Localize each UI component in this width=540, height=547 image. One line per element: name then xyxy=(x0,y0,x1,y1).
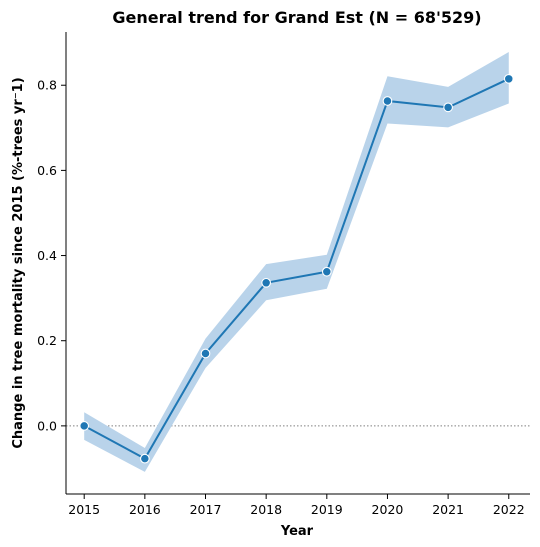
chart-title: General trend for Grand Est (N = 68'529) xyxy=(112,8,481,27)
data-point xyxy=(443,102,453,113)
data-point xyxy=(382,96,393,106)
data-point xyxy=(79,421,90,431)
data-point xyxy=(200,348,211,359)
data-point xyxy=(321,266,332,277)
x-axis-label: Year xyxy=(280,524,314,539)
plot-area: 2015 2016 2017 2018 2019 2020 2021 2022 0.0 0.2 0.… xyxy=(37,32,530,517)
x-tick-label: 2021 xyxy=(432,502,464,517)
confidence-band xyxy=(84,52,509,472)
y-tick-label: 0.2 xyxy=(37,333,57,348)
y-axis-label: Change in tree mortality since 2015 (%-t… xyxy=(11,77,26,448)
data-point xyxy=(139,453,150,464)
y-tick-label: 0.8 xyxy=(37,78,57,93)
x-tick-label: 2019 xyxy=(311,502,343,517)
x-tick-label: 2017 xyxy=(190,502,222,517)
series-line xyxy=(83,77,510,461)
x-tick-label: 2018 xyxy=(250,502,282,517)
x-tick-label: 2022 xyxy=(493,502,525,517)
y-tick-label: 0.4 xyxy=(37,248,57,263)
x-tick-label: 2015 xyxy=(68,502,100,517)
data-point xyxy=(261,277,272,288)
y-tick-label: 0.0 xyxy=(37,418,57,433)
x-tick-label: 2016 xyxy=(129,502,161,517)
data-point xyxy=(503,73,514,84)
x-tick-label: 2020 xyxy=(372,502,404,517)
y-tick-label: 0.6 xyxy=(37,163,57,178)
